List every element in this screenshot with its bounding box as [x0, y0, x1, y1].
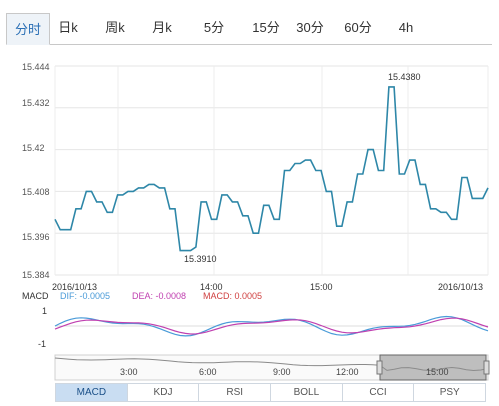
macd-dea-line [54, 317, 489, 335]
indicator-buttons: MACD KDJ RSI BOLL CCI PSY [55, 383, 486, 402]
y-tick-label: 15.432 [22, 98, 50, 108]
y-tick-labels: 15.444 15.432 15.42 15.408 15.396 15.384 [22, 62, 50, 280]
navigator-handle-left [376, 360, 383, 375]
macd-dif-line [54, 315, 489, 337]
tab-8[interactable]: 4h [398, 20, 414, 35]
navigator-selection [379, 354, 487, 381]
navigator-frame [54, 354, 489, 381]
low-annotation: 15.3910 [184, 254, 217, 264]
y-tick-label: 15.444 [22, 62, 50, 72]
tab-0[interactable]: 分时 [6, 13, 50, 45]
navigator-line [54, 357, 489, 372]
period-tabs: 分时 日k 周k 月k 5分 15分 30分 60分 4h [6, 10, 492, 45]
macd-dif-label: DIF: -0.0005 [60, 291, 110, 301]
nav-time-label: 15:00 [426, 367, 449, 377]
y-tick-label: 15.408 [22, 187, 50, 197]
price-grid [54, 65, 489, 276]
macd-y-bottom: -1 [38, 339, 46, 349]
indicator-button-psy[interactable]: PSY [439, 387, 460, 398]
tab-1[interactable]: 日k [58, 20, 78, 35]
x-tick-label: 2016/10/13 [438, 282, 483, 292]
tab-4[interactable]: 5分 [203, 20, 225, 35]
price-series-line [54, 86, 489, 252]
nav-time-label: 6:00 [199, 367, 217, 377]
indicator-button-kdj[interactable]: KDJ [128, 384, 200, 401]
tab-6[interactable]: 30分 [296, 20, 324, 35]
x-tick-label: 14:00 [200, 282, 223, 292]
indicator-button-boll[interactable]: BOLL [271, 384, 343, 401]
nav-time-label: 12:00 [336, 367, 359, 377]
macd-dea-label: DEA: -0.0008 [132, 291, 186, 301]
high-annotation: 15.4380 [388, 72, 421, 82]
tab-7[interactable]: 60分 [344, 20, 372, 35]
x-tick-label: 2016/10/13 [52, 282, 97, 292]
y-tick-label: 15.396 [22, 232, 50, 242]
macd-value-label: MACD: 0.0005 [203, 291, 262, 301]
y-tick-label: 15.42 [22, 143, 45, 153]
macd-title: MACD [22, 291, 49, 301]
navigator-handle-right [483, 360, 490, 375]
tab-5[interactable]: 15分 [252, 20, 280, 35]
tab-3[interactable]: 月k [152, 20, 172, 35]
indicator-button-rsi[interactable]: RSI [199, 384, 272, 401]
range-navigator [54, 354, 490, 381]
nav-time-label: 9:00 [273, 367, 291, 377]
tab-2[interactable]: 周k [105, 20, 125, 35]
macd-y-top: 1 [42, 306, 47, 316]
x-tick-label: 15:00 [310, 282, 333, 292]
macd-panel [54, 315, 489, 337]
indicator-button-macd[interactable]: MACD [56, 384, 128, 401]
y-tick-label: 15.384 [22, 270, 50, 280]
nav-time-label: 3:00 [120, 367, 138, 377]
indicator-button-cci[interactable]: CCI [343, 384, 415, 401]
